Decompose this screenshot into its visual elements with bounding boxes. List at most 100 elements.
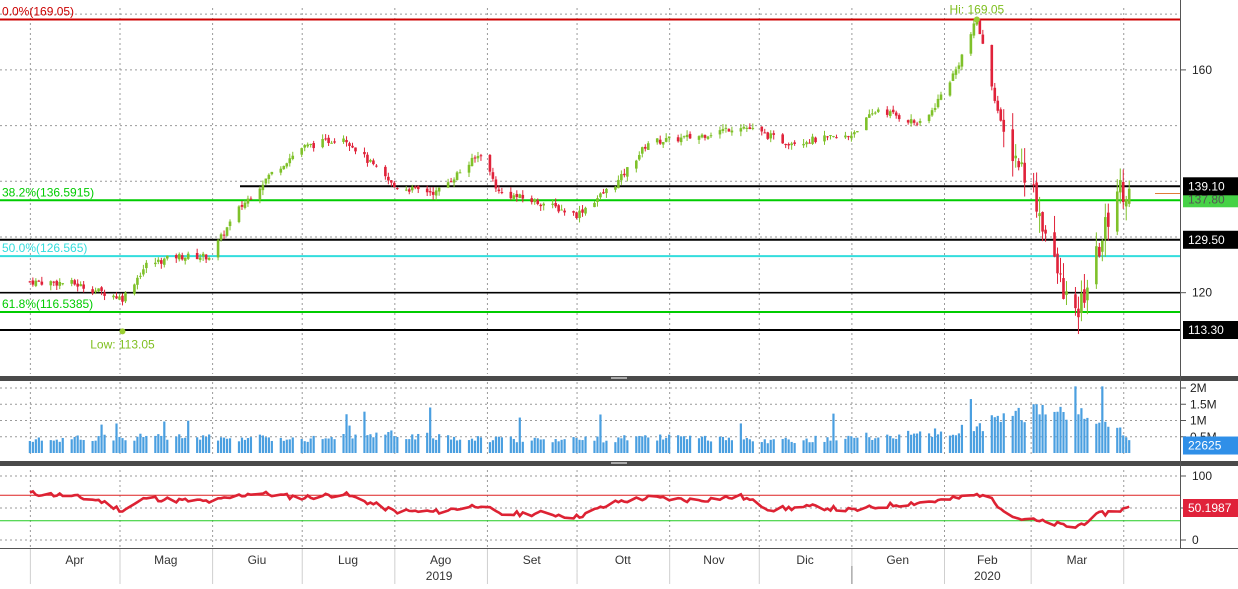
- volume-bar: [351, 438, 354, 453]
- candle-body: [637, 155, 641, 160]
- candle-body: [572, 211, 575, 213]
- volume-bar: [94, 440, 97, 453]
- candle-body: [912, 120, 916, 123]
- volume-bar: [850, 436, 853, 453]
- volume-bar: [811, 442, 814, 453]
- candle-body: [1095, 246, 1098, 285]
- volume-bar: [530, 440, 533, 453]
- candle-body: [685, 134, 689, 138]
- candles: [28, 16, 1131, 335]
- candle-body: [620, 174, 623, 181]
- volume-bar: [449, 439, 453, 453]
- volume-bar: [136, 436, 139, 453]
- candle-body: [658, 139, 662, 144]
- volume-bar: [617, 437, 620, 453]
- candle-body: [847, 136, 850, 138]
- candle-body: [661, 141, 665, 145]
- volume-bar: [802, 440, 805, 453]
- candle-body: [808, 142, 811, 144]
- volume-bar: [467, 440, 471, 453]
- volume-bar: [981, 431, 984, 453]
- volume-bar: [1104, 421, 1107, 453]
- candle-body: [697, 136, 701, 140]
- candle-body: [727, 129, 731, 132]
- year-label: 2020: [974, 569, 1001, 583]
- volume-bar: [157, 434, 160, 453]
- volume-bar: [688, 435, 692, 453]
- volume-bar: [996, 415, 999, 453]
- volume-bar: [1044, 414, 1047, 453]
- volume-bar: [939, 431, 943, 453]
- candle-body: [363, 151, 366, 155]
- candle-body: [530, 198, 534, 203]
- volume-bar: [202, 435, 205, 453]
- volume-bar: [787, 439, 790, 453]
- candle-body: [623, 173, 626, 176]
- candle-body: [614, 186, 617, 190]
- volume-bar: [1116, 427, 1119, 453]
- volume-bar: [145, 435, 148, 453]
- candle-body: [351, 145, 354, 148]
- volume-bar: [312, 435, 315, 453]
- volume-bar: [886, 434, 889, 453]
- volume-bar: [721, 436, 725, 453]
- candle-body: [745, 127, 749, 129]
- candle-body: [375, 165, 378, 167]
- level-label: 139.10: [1188, 179, 1225, 193]
- volume-bar: [865, 432, 868, 453]
- candle-body: [467, 164, 471, 173]
- candle-body: [769, 133, 773, 139]
- volume-bar: [620, 438, 623, 453]
- volume-bar: [124, 440, 127, 453]
- candle-body: [160, 260, 163, 264]
- volume-bar: [563, 439, 566, 453]
- candle-body: [894, 112, 898, 116]
- candle-body: [560, 209, 563, 211]
- candle-body: [1059, 273, 1062, 275]
- volume-bar: [70, 439, 73, 453]
- candle-body: [372, 160, 375, 165]
- volume-bar: [898, 434, 901, 453]
- volume-bar: [907, 430, 910, 453]
- candle-body: [551, 203, 554, 205]
- candle-body: [157, 259, 160, 262]
- volume-bar: [52, 440, 55, 453]
- candle-body: [384, 166, 387, 177]
- fib-axis-marker: [1183, 193, 1238, 208]
- candle-body: [787, 144, 790, 146]
- candle-body: [309, 143, 312, 146]
- candle-body: [539, 204, 543, 207]
- candle-body: [969, 34, 973, 54]
- volume-bar: [264, 437, 267, 453]
- candle-body: [1121, 182, 1125, 203]
- candle-body: [709, 135, 713, 137]
- month-label: Apr: [65, 553, 84, 567]
- rsi-last-value-box: [1183, 499, 1238, 517]
- candle-body: [960, 54, 964, 67]
- candle-body: [222, 234, 226, 236]
- candle-body: [832, 136, 835, 138]
- volume-bar: [572, 437, 575, 453]
- hidden-price-label: 137.80: [1188, 193, 1225, 207]
- volume-bar: [103, 434, 106, 453]
- volume-bar: [960, 424, 964, 453]
- candle-body: [626, 167, 629, 177]
- candle-body: [91, 289, 94, 293]
- volume-bar: [683, 436, 686, 453]
- candle-body: [479, 155, 483, 157]
- candle-body: [100, 287, 103, 291]
- volume-tick-label: 1M: [1190, 414, 1207, 428]
- candle-body: [512, 195, 516, 199]
- volume-bar: [270, 440, 273, 453]
- volume-bar: [641, 436, 644, 453]
- candle-body: [536, 200, 540, 204]
- level-label-box: [1183, 230, 1238, 249]
- candle-body: [183, 257, 187, 261]
- candle-body: [73, 280, 76, 285]
- candle-body: [270, 171, 274, 175]
- volume-bar: [662, 439, 665, 453]
- candle-body: [49, 281, 53, 286]
- candle-body: [431, 191, 435, 195]
- volume-bar: [31, 441, 34, 453]
- candle-body: [300, 148, 304, 155]
